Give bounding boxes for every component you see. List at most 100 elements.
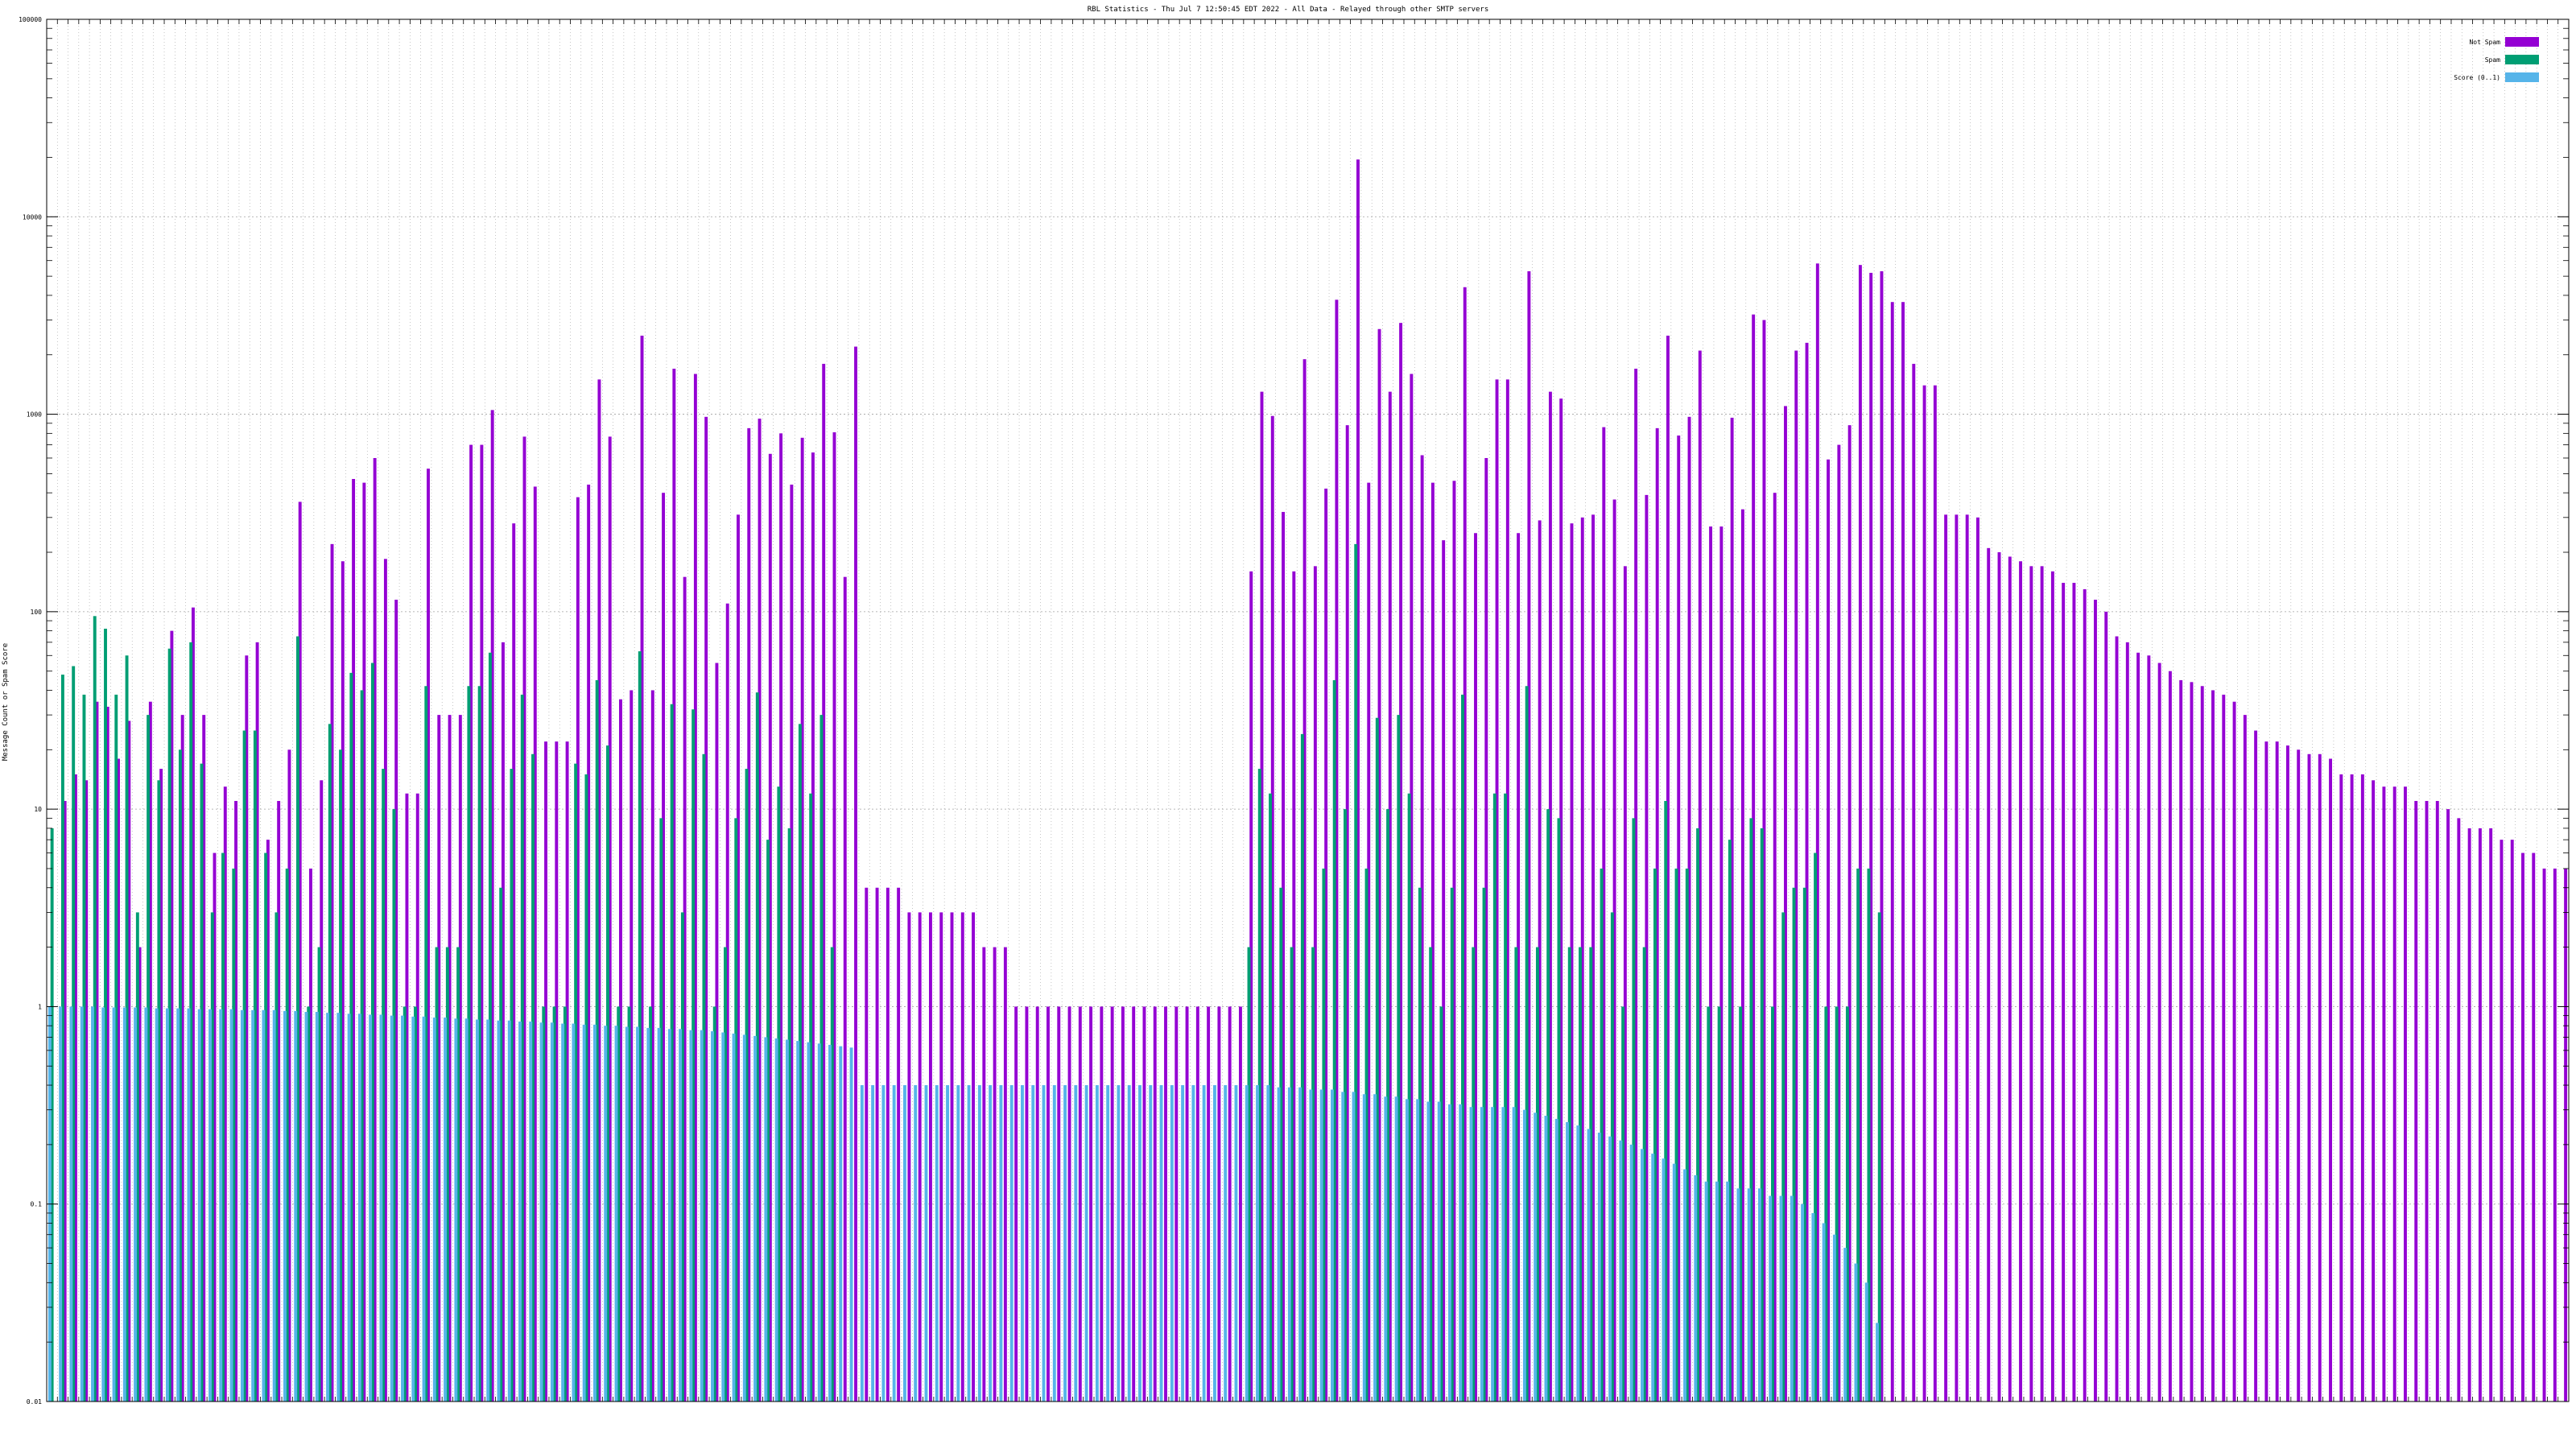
spam-bar [210,912,214,1402]
not-spam-bar [2050,571,2054,1402]
score-bar [1736,1188,1740,1402]
not-spam-bar [2179,679,2183,1402]
spam-bar [691,709,696,1402]
spam-bar [1472,947,1476,1402]
not-spam-bar [522,436,526,1402]
score-bar [507,1020,511,1402]
not-spam-bar [1430,482,1435,1402]
legend-swatch [2505,55,2539,64]
spam-bar [510,769,514,1402]
not-spam-bar [640,335,644,1402]
spam-bar [435,947,439,1402]
spam-bar [1877,912,1881,1402]
spam-bar [552,1006,556,1402]
score-bar [475,1019,479,1402]
spam-bar [242,730,246,1402]
not-spam-bar [1880,270,1884,1402]
spam-bar [135,912,139,1402]
not-spam-bar [1698,350,1702,1402]
spam-bar [264,852,268,1402]
score-bar [134,1007,138,1402]
spam-bar [1290,947,1294,1402]
spam-bar [189,642,193,1402]
not-spam-bar [2329,758,2332,1402]
not-spam-bar [587,485,591,1402]
score-bar [807,1042,811,1402]
not-spam-bar [1912,363,1916,1402]
spam-bar [328,724,332,1402]
not-spam-bar [202,715,206,1402]
score-bar [432,1018,436,1402]
not-spam-bar [341,561,345,1402]
score-bar [1277,1087,1281,1402]
not-spam-bar [1228,1006,1232,1402]
not-spam-bar [1762,320,1766,1402]
not-spam-bar [512,523,516,1402]
spam-bar [499,887,503,1402]
score-bar [721,1032,725,1402]
spam-bar [520,694,524,1402]
score-bar [1597,1132,1601,1402]
score-bar [1416,1099,1420,1402]
not-spam-bar [630,690,634,1402]
not-spam-bar [1687,416,1691,1402]
spam-bar [1845,1006,1849,1402]
not-spam-bar [2040,566,2044,1402]
score-bar [1672,1163,1676,1402]
not-spam-bar [1282,511,1285,1402]
score-bar [1608,1136,1612,1402]
score-bar [1758,1188,1761,1402]
score-bar [1362,1094,1366,1402]
not-spam-bar [1955,514,1959,1402]
spam-bar [1610,912,1614,1402]
spam-bar [1397,715,1401,1402]
not-spam-bar [1901,302,1905,1402]
not-spam-bar [1100,1006,1104,1402]
not-spam-bar [2350,774,2354,1402]
not-spam-bar [768,453,772,1402]
score-bar [636,1026,640,1402]
y-tick-label: 10000 [23,213,42,221]
score-bar [1790,1195,1794,1402]
spam-bar [617,1006,621,1402]
score-bar [1341,1092,1345,1402]
spam-bar [414,1006,417,1402]
score-bar [197,1009,201,1402]
not-spam-bar [245,655,249,1402]
spam-bar [1492,793,1496,1402]
spam-bar [1546,809,1550,1402]
not-spam-bar [1313,566,1317,1402]
score-bar [1191,1085,1195,1402]
spam-bar [563,1006,567,1402]
score-bar [272,1009,276,1402]
y-tick-label: 1 [38,1003,42,1010]
score-bar [315,1012,319,1402]
score-bar [860,1085,864,1402]
not-spam-bar [1933,385,1937,1402]
spam-bar [339,749,343,1402]
spam-bar [307,1006,311,1402]
score-bar [1822,1223,1826,1402]
chart-title: RBL Statistics - Thu Jul 7 12:50:45 EDT … [1088,6,1489,14]
not-spam-bar [1174,1006,1179,1402]
not-spam-bar [1121,1006,1125,1402]
score-bar [679,1029,683,1402]
score-bar [1352,1092,1356,1402]
spam-bar [809,793,813,1402]
spam-bar [1621,1006,1625,1402]
score-bar [1554,1118,1558,1402]
spam-bar [1418,887,1422,1402]
score-bar [1876,1323,1879,1402]
score-bar [208,1009,212,1402]
score-bar [411,1016,415,1402]
score-bar [304,1012,308,1402]
spam-bar [402,1006,407,1402]
not-spam-bar [1292,571,1296,1402]
score-bar [924,1085,928,1402]
not-spam-bar [1827,459,1831,1402]
chart-legend: Not Spam Spam Score (0..1) [2454,37,2539,82]
not-spam-bar [1548,391,1552,1402]
not-spam-bar [437,715,441,1402]
not-spam-bar [1677,436,1681,1402]
y-tick-label: 0.01 [27,1398,42,1406]
